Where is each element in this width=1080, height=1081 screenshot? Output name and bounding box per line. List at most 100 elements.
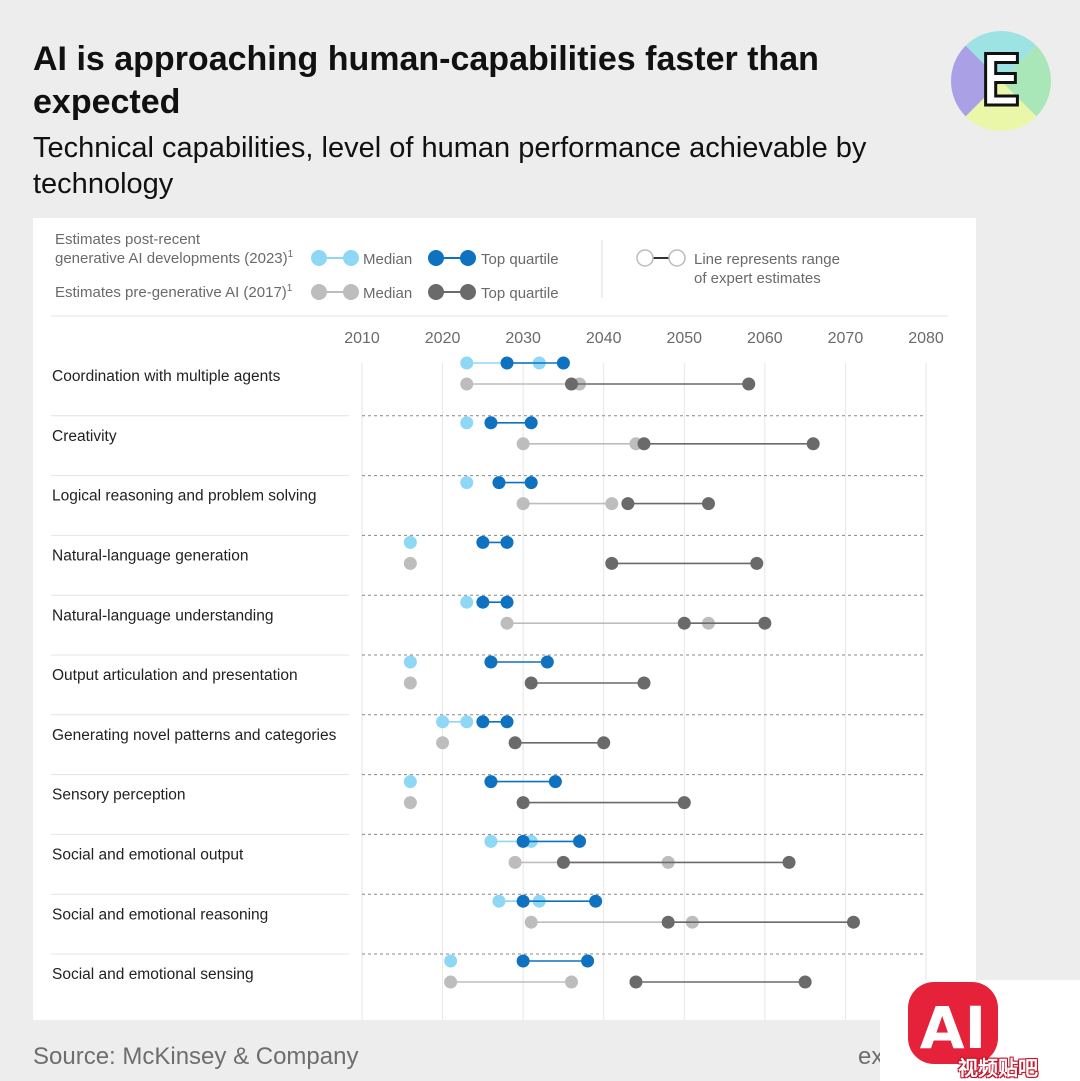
top-quartile-2017-point [677,796,691,810]
top-quartile-2017-point [597,736,611,750]
legend-range-dot [636,249,654,267]
median-2017-point [516,437,530,451]
median-2023-point [460,476,474,490]
x-tick-label: 2070 [828,330,864,347]
x-tick-label: 2060 [747,330,783,347]
top-quartile-2023-point [524,476,538,490]
row-label: Creativity [52,428,117,445]
median-2023-point [484,834,498,848]
top-quartile-2017-point [782,855,796,869]
median-2017-point [403,676,417,690]
top-quartile-2023-point [500,535,514,549]
top-quartile-2017-point [661,915,675,929]
median-2023-point [444,954,458,968]
top-quartile-2017-point [701,497,715,511]
median-2017-point [508,855,522,869]
top-quartile-2017-point [750,556,764,570]
row-label: Natural-language understanding [52,607,273,624]
top-quartile-2023-point [516,954,530,968]
row-label: Social and emotional output [52,846,244,863]
chart-row: Generating novel patterns and categories [51,714,926,750]
x-tick-label: 2030 [505,330,541,347]
top-quartile-2023-point [492,476,506,490]
top-quartile-2017-point [524,676,538,690]
source-text: Source: McKinsey & Company [33,1043,359,1070]
legend-2023-line2: generative AI developments (2023)1 [55,249,294,267]
top-quartile-2017-point [621,497,635,511]
x-tick-label: 2040 [586,330,622,347]
chart-title: AI is approaching human-capabilities fas… [33,40,819,121]
legend-median-2023-label: Median [363,251,412,268]
median-2017-point [524,915,538,929]
median-2023-point [460,595,474,609]
median-2017-point [403,796,417,810]
chart-row: Natural-language understanding [51,594,926,630]
top-quartile-2023-point [573,834,587,848]
median-2017-point [516,497,530,511]
grid-layer: 2010 2020 2030 2040 2050 2060 2070 2080 [344,330,944,1020]
top-quartile-2023-point [484,775,498,789]
top-quartile-2017-point [564,377,578,391]
chart-row: Output articulation and presentation [51,654,926,690]
median-2017-point [436,736,450,750]
top-quartile-2023-point [548,775,562,789]
top-quartile-2017-point [516,796,530,810]
top-quartile-2023-point [500,356,514,370]
row-label: Output articulation and presentation [52,667,298,684]
top-quartile-2017-point [637,676,651,690]
legend-range-line1: Line represents range [694,251,840,268]
top-quartile-2017-point [605,556,619,570]
ai-badge-icon: AI [908,982,998,1064]
top-quartile-2017-point [637,437,651,451]
legend-median-2023-dot [343,250,359,266]
chart-row: Social and emotional output [51,833,926,869]
badge-caption: 视频贴吧 [958,1056,1038,1080]
x-tick-label: 2080 [908,330,944,347]
top-quartile-2017-point [846,915,860,929]
chart-row: Coordination with multiple agents [52,356,756,391]
legend-quartile-2023-dot [460,250,476,266]
chart-row: Natural-language generation [51,534,926,570]
chart-row: Logical reasoning and problem solving [51,475,926,511]
chart-row: Sensory perception [51,774,926,810]
chart-svg: Estimates post-recent generative AI deve… [51,231,948,1020]
median-2023-point [403,775,417,789]
median-2023-point [403,655,417,669]
legend-quartile-2017-dot [460,284,476,300]
top-quartile-2017-point [677,616,691,630]
chart-row: Creativity [51,415,926,451]
top-quartile-2023-point [500,715,514,729]
median-2023-point [460,715,474,729]
median-2023-point [460,416,474,430]
median-2023-point [436,715,450,729]
median-2017-point [605,497,619,511]
top-quartile-2017-point [629,975,643,989]
top-quartile-2023-point [500,595,514,609]
row-label: Social and emotional reasoning [52,906,268,923]
legend-quartile-2017-label: Top quartile [481,285,559,302]
top-quartile-2023-point [516,834,530,848]
svg-text:E: E [980,40,1022,122]
median-2017-point [460,377,474,391]
top-quartile-2023-point [484,416,498,430]
legend: Estimates post-recent generative AI deve… [51,231,948,317]
median-2023-point [460,356,474,370]
legend-quartile-2023-label: Top quartile [481,251,559,268]
top-quartile-2023-point [540,655,554,669]
row-label: Logical reasoning and problem solving [52,488,317,505]
legend-2023-line1: Estimates post-recent [55,231,201,248]
chart-panel: Estimates post-recent generative AI deve… [33,218,976,1020]
top-quartile-2017-point [742,377,756,391]
rows-layer: Coordination with multiple agents Creativ… [51,356,926,989]
median-2017-point [403,556,417,570]
top-quartile-2023-point [524,416,538,430]
row-label: Natural-language generation [52,547,248,564]
top-quartile-2023-point [484,655,498,669]
top-quartile-2023-point [476,715,490,729]
top-quartile-2023-point [589,894,603,908]
logo: E [950,30,1052,132]
legend-median-2017-dot [343,284,359,300]
footer-right-text: ex [858,1043,884,1070]
median-2023-point [492,894,506,908]
median-2017-point [444,975,458,989]
